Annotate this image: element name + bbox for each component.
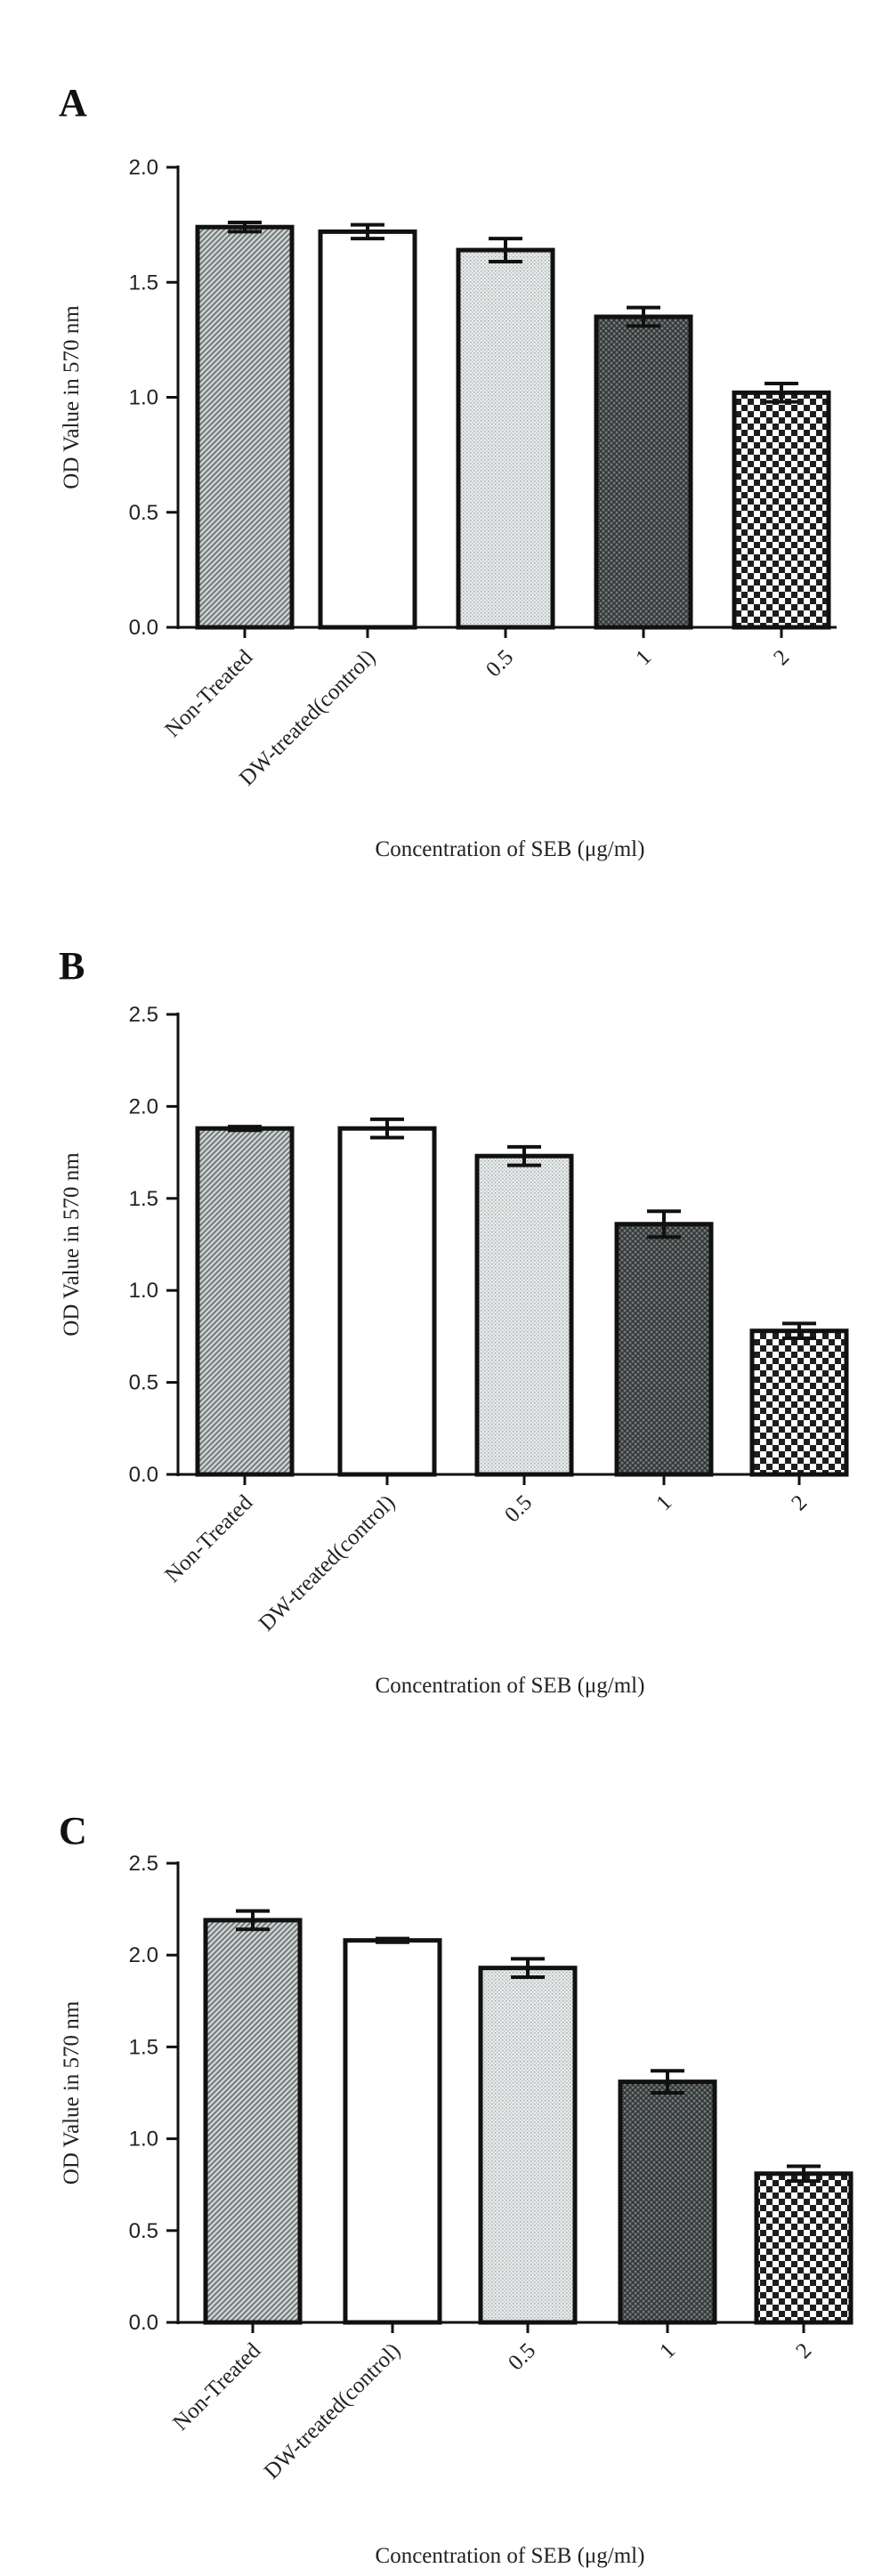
panel-b-category-label-2: DW-treated(control) [255,1490,400,1635]
panel-b-bar-4 [614,1222,714,1477]
panel-c-y-tick-label-1: 0.5 [129,2219,158,2243]
panel-a-y-tick-label-3: 1.5 [129,271,158,295]
panel-b-y-tick-label-5: 2.5 [129,1003,158,1027]
panel-a-label: A [59,81,87,125]
panel-b-bar-2 [337,1126,437,1477]
panel-c-errorbar-2 [376,1936,409,1944]
panel-b-errorbar-1 [228,1125,262,1133]
panel-b-bar-3 [474,1153,574,1477]
panel-a-errorbar-4 [627,305,660,328]
panel-a-bar-3 [456,247,555,630]
panel-c-y-tick-label-3: 1.5 [129,2035,158,2059]
panel-b-label: B [59,944,85,988]
panel-c-errorbar-3 [511,1957,545,1979]
panel-c-y-tick-label-2: 1.0 [129,2128,158,2152]
panel-a-errorbar-5 [765,381,798,404]
panel-a-category-label-3: 0.5 [481,645,518,682]
panel-a-errorbar-1 [228,221,262,234]
panel-b-y-tick-label-0: 0.0 [129,1463,158,1487]
panel-a-y-tick-label-1: 0.5 [129,501,158,525]
panel-b-category-label-1: Non-Treated [160,1490,257,1587]
panel-a-errorbar-3 [489,237,522,263]
panel-b-bar-1 [195,1126,295,1477]
panel-c-errorbar-5 [787,2164,821,2184]
panel-a-bar-4 [594,314,693,630]
panel-b-category-label-3: 0.5 [500,1490,537,1527]
panel-c-label: C [59,1809,87,1853]
panel-a-category-label-4: 1 [631,645,656,670]
panel-c-x-axis-title: Concentration of SEB (μg/ml) [376,2544,645,2568]
panel-c-y-tick-label-4: 2.0 [129,1943,158,1967]
panel-b-x-axis-title: Concentration of SEB (μg/ml) [376,1674,645,1698]
panel-c-category-label-4: 1 [655,2338,680,2363]
panel-a-bar-1 [195,224,295,630]
panel-c-y-axis-title: OD Value in 570 nm [60,2000,84,2184]
panel-b-y-tick-label-1: 0.5 [129,1371,158,1395]
panel-b-y-tick-label-2: 1.0 [129,1279,158,1303]
panel-c-bar-4 [618,2079,717,2325]
panel-a-x-axis-title: Concentration of SEB (μg/ml) [376,837,645,861]
panel-b-errorbar-2 [370,1117,404,1140]
panel-c-category-label-2: DW-treated(control) [260,2338,405,2483]
panel-c-category-label-5: 2 [791,2338,816,2363]
panel-a-y-tick-label-2: 1.0 [129,386,158,410]
panel-b-y-axis-title: OD Value in 570 nm [60,1152,84,1336]
panel-a-y-tick-label-4: 2.0 [129,156,158,180]
panel-b-errorbar-4 [647,1209,681,1240]
panel-c-errorbar-4 [651,2069,684,2095]
panel-c-errorbar-1 [236,1909,270,1932]
panel-a-bar-2 [318,229,417,630]
panel-b-errorbar-5 [782,1321,816,1340]
panel-a-category-label-5: 2 [769,645,794,670]
panel-b-bar-5 [749,1328,849,1477]
panel-c-bar-1 [203,1918,303,2325]
panel-c-bar-5 [754,2171,854,2325]
panel-c-category-label-3: 0.5 [504,2338,540,2375]
panel-c-bar-2 [343,1938,442,2325]
panel-a-errorbar-2 [351,222,384,241]
panel-a-y-axis-title: OD Value in 570 nm [60,305,84,489]
panel-c-y-tick-label-5: 2.5 [129,1852,158,1876]
panel-a-category-label-1: Non-Treated [160,645,257,742]
panel-a-bar-5 [732,390,831,630]
panel-c-bar-3 [478,1966,578,2325]
panel-b-y-tick-label-3: 1.5 [129,1187,158,1211]
panel-a-y-tick-label-0: 0.0 [129,616,158,640]
panel-c-y-tick-label-0: 0.0 [129,2311,158,2335]
panel-b-y-tick-label-4: 2.0 [129,1094,158,1118]
panel-a-category-label-2: DW-treated(control) [235,645,380,790]
panel-c-category-label-1: Non-Treated [168,2338,265,2435]
panel-b-category-label-5: 2 [787,1490,812,1515]
panel-b-category-label-4: 1 [651,1490,676,1515]
panel-b-errorbar-3 [507,1144,541,1167]
